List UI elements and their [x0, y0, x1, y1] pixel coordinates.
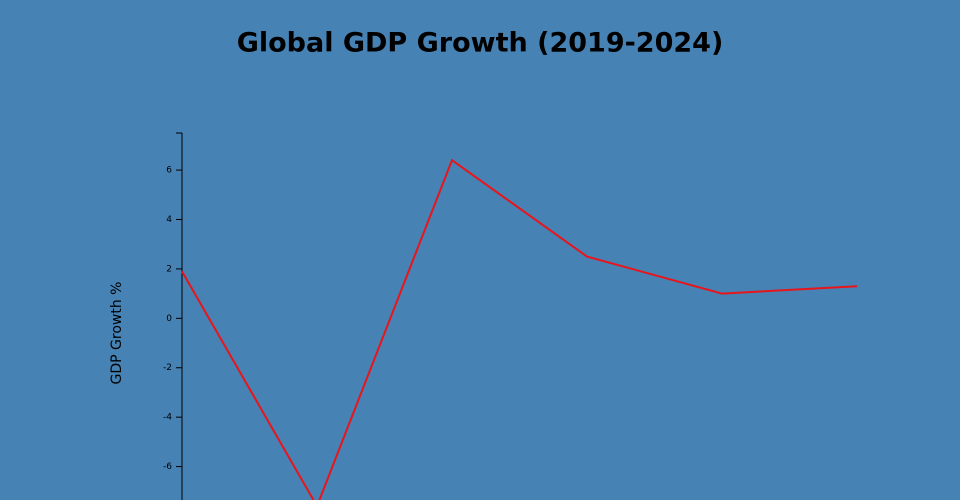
y-tick-label: 2 — [166, 264, 172, 274]
chart-title: Global GDP Growth (2019-2024) — [237, 28, 724, 59]
y-tick-label: -6 — [163, 462, 172, 472]
y-tick-label: 6 — [166, 166, 172, 176]
y-tick-label: -4 — [163, 413, 172, 423]
line-series — [181, 158, 858, 500]
y-tick-label: 4 — [166, 215, 172, 225]
y-axis-label: GDP Growth % — [109, 282, 125, 385]
y-tick-label: 0 — [166, 314, 172, 324]
y-tick-label: -2 — [163, 363, 172, 373]
